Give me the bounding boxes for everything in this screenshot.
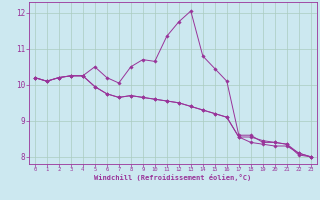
X-axis label: Windchill (Refroidissement éolien,°C): Windchill (Refroidissement éolien,°C)	[94, 174, 252, 181]
